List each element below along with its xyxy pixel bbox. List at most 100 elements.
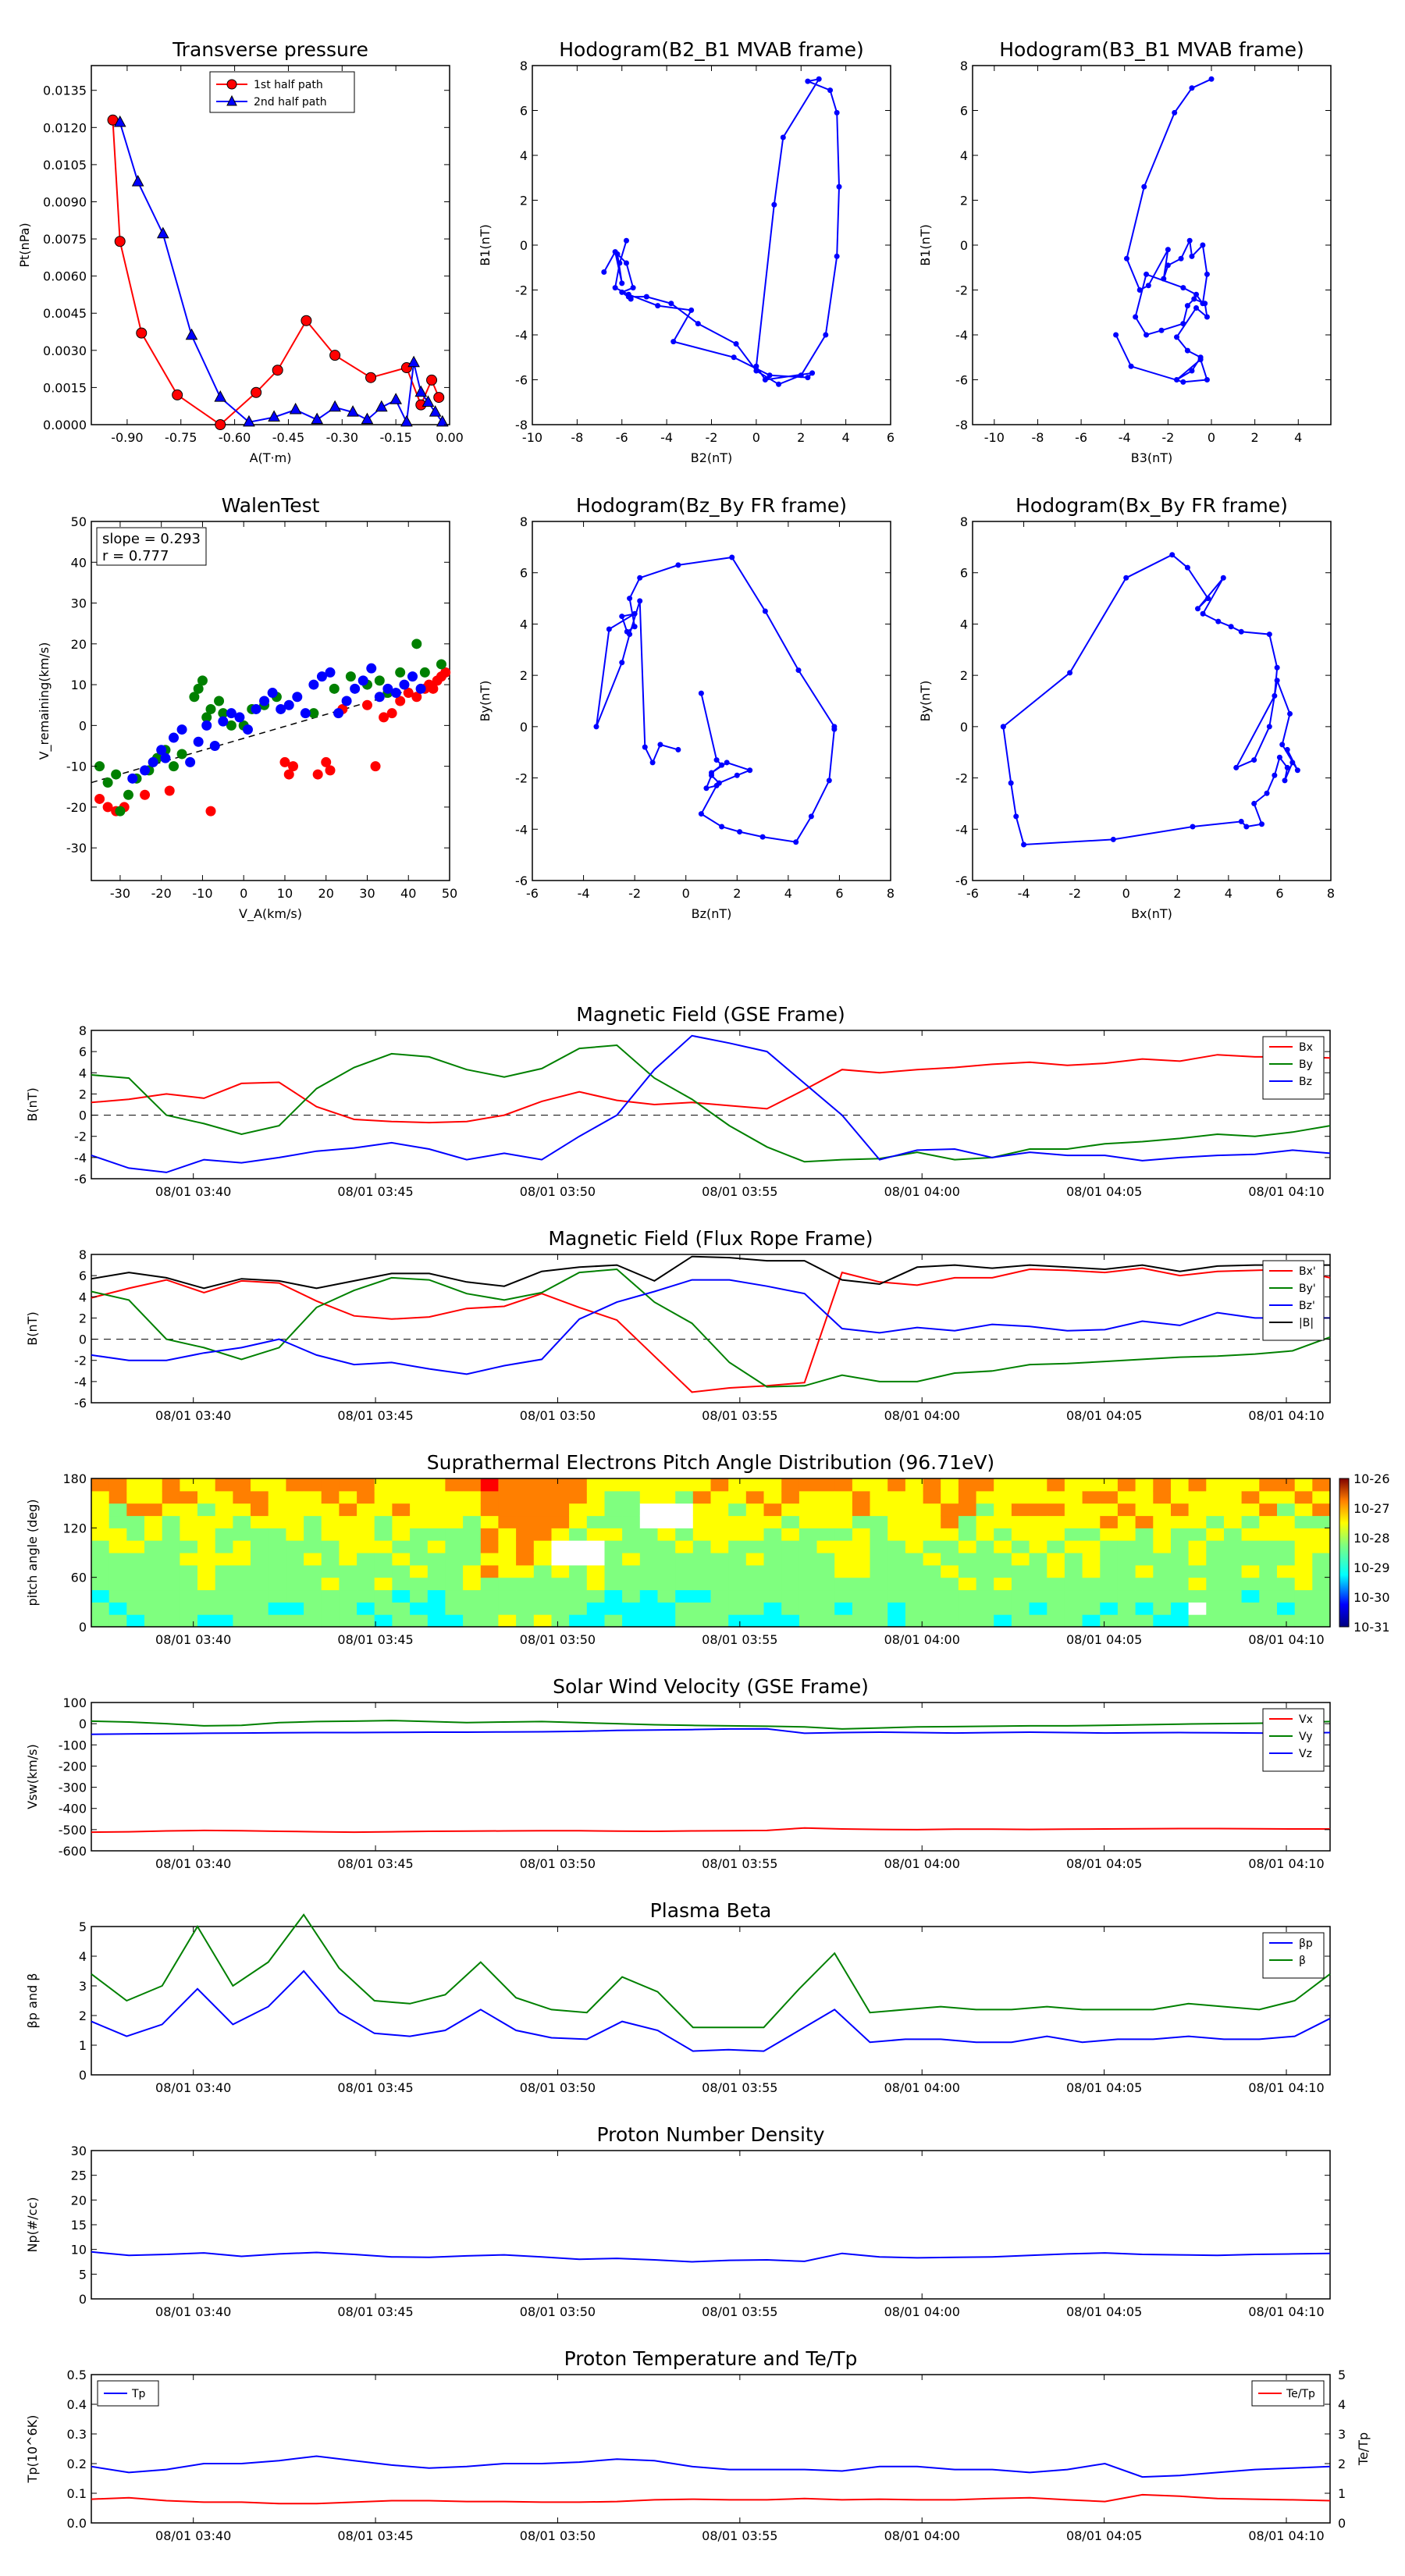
heatmap-cell <box>905 1503 924 1517</box>
heatmap-cell <box>976 1515 994 1528</box>
x-tick-label: 0 <box>682 886 690 901</box>
heatmap-cell <box>639 1577 659 1591</box>
scatter-point <box>140 789 151 800</box>
y-tick-label: 0.0090 <box>43 194 87 209</box>
heatmap-cell <box>1294 1553 1313 1566</box>
scatter-point <box>407 671 418 682</box>
heatmap-cell <box>976 1577 994 1591</box>
heatmap-cell <box>374 1528 393 1541</box>
heatmap-cell <box>816 1540 835 1553</box>
heatmap-cell <box>958 1589 977 1603</box>
heatmap-cell <box>498 1577 517 1591</box>
heatmap-cell <box>233 1490 251 1504</box>
heatmap-cell <box>976 1564 994 1578</box>
data-point <box>375 400 388 412</box>
heatmap-cell <box>445 1614 464 1628</box>
data-point <box>643 294 649 300</box>
heatmap-cell <box>551 1602 570 1615</box>
heatmap-cell <box>215 1503 233 1517</box>
y-tick-label: -2 <box>955 771 968 786</box>
y-axis-label: V_remaining(km/s) <box>37 642 52 760</box>
heatmap-cell <box>374 1589 393 1603</box>
heatmap-cell <box>941 1614 959 1628</box>
heatmap-cell <box>410 1490 429 1504</box>
data-point <box>1067 670 1073 676</box>
right-y-tick-label: 2 <box>1338 2457 1346 2471</box>
heatmap-cell <box>1117 1614 1136 1628</box>
data-point <box>1189 85 1195 91</box>
heatmap-cell <box>286 1577 304 1591</box>
heatmap-cell <box>1188 1503 1207 1517</box>
data-point <box>1189 368 1195 374</box>
x-tick-label: 08/01 04:00 <box>884 2304 960 2319</box>
data-point <box>709 772 714 778</box>
heatmap-cell <box>1135 1564 1154 1578</box>
data-point <box>809 370 816 376</box>
data-point <box>816 76 822 82</box>
heatmap-cell <box>551 1490 570 1504</box>
heatmap-cell <box>1259 1528 1278 1541</box>
right-y-axis-label: Te/Tp <box>1356 2432 1371 2466</box>
heatmap-cell <box>304 1478 322 1492</box>
heatmap-cell <box>251 1528 269 1541</box>
heatmap-cell <box>1277 1503 1296 1517</box>
scatter-point <box>361 699 372 710</box>
data-point <box>1180 321 1186 327</box>
heatmap-cell <box>91 1589 110 1603</box>
data-point <box>429 405 442 417</box>
heatmap-cell <box>763 1490 782 1504</box>
heatmap-cell <box>958 1564 977 1578</box>
x-tick-label: -0.60 <box>219 430 251 445</box>
heatmap-cell <box>622 1602 641 1615</box>
heatmap-cell <box>675 1553 694 1566</box>
heatmap-cell <box>816 1602 835 1615</box>
heatmap-cell <box>1171 1515 1190 1528</box>
heatmap-cell <box>1153 1540 1172 1553</box>
series-line-by <box>91 1044 1331 1163</box>
heatmap-cell <box>745 1553 765 1566</box>
heatmap-cell <box>144 1589 163 1603</box>
heatmap-cell <box>91 1503 110 1517</box>
heatmap-cell <box>321 1614 340 1628</box>
heatmap-cell <box>1206 1478 1225 1492</box>
data-point <box>606 626 612 632</box>
heatmap-cell <box>91 1553 110 1566</box>
chart-title: Magnetic Field (Flux Rope Frame) <box>548 1227 873 1250</box>
heatmap-cell <box>1277 1602 1296 1615</box>
data-point <box>1197 354 1204 361</box>
heatmap-cell <box>639 1515 659 1528</box>
heatmap-cell <box>1135 1614 1154 1628</box>
heatmap-cell <box>1082 1577 1101 1591</box>
hodogram-path <box>603 77 841 386</box>
heatmap-cell <box>905 1589 924 1603</box>
x-tick-label: 08/01 03:55 <box>702 1184 777 1199</box>
heatmap-cell <box>480 1577 500 1591</box>
data-point <box>272 365 283 376</box>
data-point <box>1133 314 1139 320</box>
heatmap-cell <box>745 1614 765 1628</box>
heatmap-cell <box>1171 1564 1190 1578</box>
scatter-point <box>325 765 336 776</box>
heatmap-cell <box>923 1503 941 1517</box>
data-point <box>1195 606 1201 612</box>
heatmap-cell <box>1277 1577 1296 1591</box>
heatmap-cell <box>551 1478 570 1492</box>
heatmap-cell <box>498 1490 517 1504</box>
data-point <box>1272 692 1278 699</box>
heatmap-cell <box>1294 1540 1313 1553</box>
heatmap-cell <box>887 1528 906 1541</box>
x-tick-label: 08/01 03:50 <box>520 2304 596 2319</box>
heatmap-cell <box>1224 1490 1243 1504</box>
x-tick-label: 20 <box>318 886 334 901</box>
heatmap-cell <box>1047 1540 1065 1553</box>
heatmap-cell <box>692 1564 712 1578</box>
heatmap-cell <box>268 1515 286 1528</box>
heatmap-cell <box>1064 1490 1083 1504</box>
heatmap-cell <box>604 1528 623 1541</box>
chart-title: Proton Temperature and Te/Tp <box>564 2347 858 2370</box>
heatmap-cell <box>427 1503 446 1517</box>
heatmap-cell <box>657 1503 676 1517</box>
data-point <box>619 660 625 666</box>
data-point <box>771 201 777 208</box>
data-point <box>808 813 814 820</box>
